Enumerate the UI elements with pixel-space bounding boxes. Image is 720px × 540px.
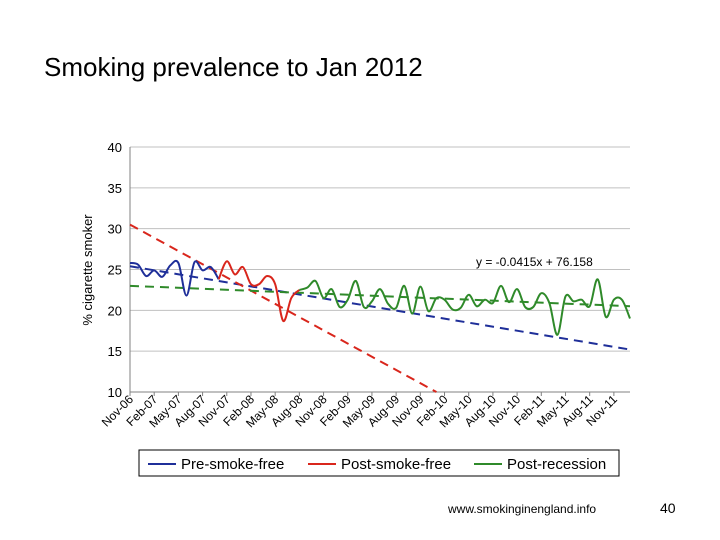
legend-box xyxy=(138,449,620,477)
y-tick-label: 35 xyxy=(108,181,122,196)
trendlines xyxy=(129,223,631,393)
footer-url: www.smokinginengland.info xyxy=(448,502,597,516)
y-axis-ticks: 10 15 20 25 30 35 40 xyxy=(108,140,122,400)
y-tick-label: 10 xyxy=(108,385,122,400)
y-tick-label: 25 xyxy=(108,263,122,278)
y-tick-label: 30 xyxy=(108,222,122,237)
y-tick-label: 20 xyxy=(108,303,122,318)
legend-label: Post-smoke-free xyxy=(341,456,451,473)
page-number: 40 xyxy=(660,500,676,516)
trendline-equation: y = -0.0415x + 76.158 xyxy=(476,255,593,269)
series-lines xyxy=(129,259,631,336)
trendline xyxy=(129,223,437,393)
y-axis-label: % cigarette smoker xyxy=(80,214,95,326)
y-tick-label: 15 xyxy=(108,344,122,359)
legend-label: Post-recession xyxy=(507,456,606,473)
slide-title: Smoking prevalence to Jan 2012 xyxy=(44,52,423,82)
legend: Pre-smoke-free Post-smoke-free Post-recess… xyxy=(138,449,620,477)
series-line xyxy=(129,259,220,297)
y-tick-label: 40 xyxy=(108,140,122,155)
series-line xyxy=(299,278,631,336)
x-axis-ticks: Nov-06Feb-07May-07Aug-07Nov-07Feb-08May-… xyxy=(99,392,620,430)
plot-frame xyxy=(129,147,630,393)
legend-label: Pre-smoke-free xyxy=(181,456,284,473)
trendline xyxy=(129,284,631,308)
trendline xyxy=(129,265,631,351)
series-line xyxy=(217,260,301,322)
